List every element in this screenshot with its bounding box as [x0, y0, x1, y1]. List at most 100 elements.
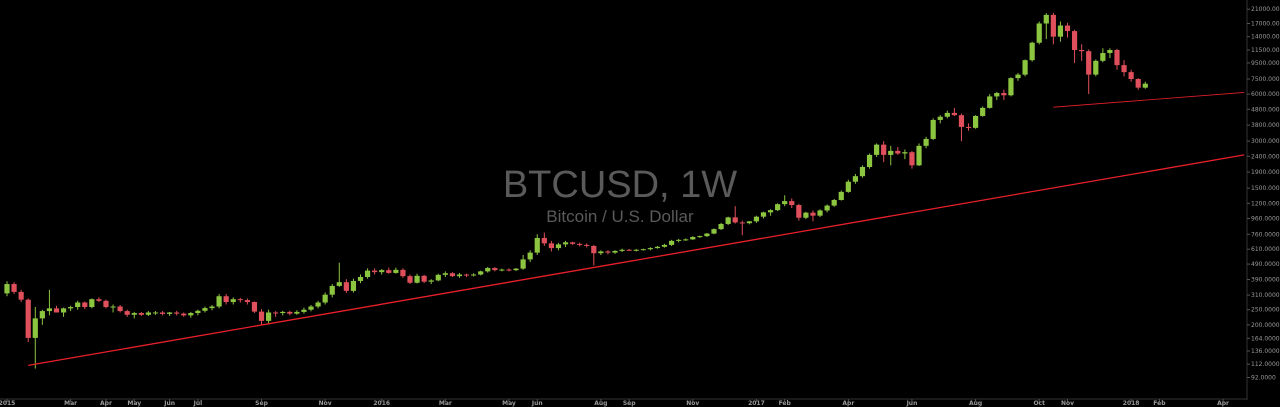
candle-body-up: [357, 276, 364, 281]
y-tick-label: 17000.0000: [1251, 20, 1280, 27]
candle-body-down: [1064, 25, 1071, 32]
candle: [294, 310, 300, 315]
candle: [972, 115, 979, 129]
candle-body-up: [216, 296, 222, 307]
candle: [1057, 21, 1064, 42]
candle: [53, 305, 60, 313]
candle: [803, 211, 809, 220]
candle: [364, 268, 371, 279]
candle: [251, 301, 258, 314]
candle-body-up: [89, 299, 95, 308]
price-axis[interactable]: 21000.0000 17000.0000 14000.0000 11500.0000…: [1247, 6, 1280, 382]
candle: [421, 274, 427, 284]
candle: [881, 141, 887, 163]
candle: [824, 204, 830, 213]
candle-body-down: [1079, 50, 1085, 52]
candle: [357, 274, 364, 284]
candle: [859, 165, 866, 178]
candle: [145, 311, 151, 316]
y-tick-label: 760.0000: [1251, 231, 1280, 238]
candle: [951, 107, 957, 116]
candle: [244, 298, 250, 305]
y-tick-label: 6000.0000: [1251, 91, 1280, 98]
y-tick-label: 164.0000: [1251, 335, 1280, 342]
x-tick-label: Nov: [686, 400, 699, 407]
candle-body-up: [364, 270, 371, 277]
candle: [965, 123, 972, 131]
candle: [548, 240, 554, 252]
candle-body-down: [909, 152, 915, 166]
candle-body-down: [25, 299, 31, 338]
candle-body-up: [718, 223, 724, 230]
candle-body-up: [944, 112, 950, 117]
candle: [767, 209, 774, 216]
candle: [25, 298, 31, 343]
y-tick-label: 1900.0000: [1251, 169, 1280, 176]
candle: [994, 91, 1000, 101]
candle-body-up: [393, 269, 399, 273]
candle-body-up: [60, 308, 67, 313]
candle: [449, 272, 456, 277]
candle: [499, 268, 505, 272]
candle: [1121, 60, 1127, 77]
candle: [888, 145, 894, 166]
candle-body-down: [421, 275, 427, 282]
candle: [315, 300, 321, 309]
candle-body-up: [987, 96, 993, 108]
candle-body-up: [916, 145, 922, 166]
candle-body-up: [145, 312, 151, 315]
candle: [407, 274, 413, 285]
candle-body-up: [379, 270, 385, 273]
candle: [110, 304, 116, 313]
candle-body-down: [591, 245, 597, 254]
candle-body-down: [881, 144, 887, 155]
candle-body-up: [39, 311, 45, 319]
x-tick-label: Apr: [842, 400, 854, 407]
x-tick-label: 2017: [748, 400, 765, 407]
candle-body-up: [852, 176, 858, 182]
candle-body-down: [1114, 50, 1120, 66]
candle-body-up: [280, 311, 286, 314]
trendlines-group[interactable]: [28, 92, 1245, 367]
candle: [1001, 89, 1007, 101]
candle-body-up: [499, 269, 505, 271]
candle-body-up: [1008, 78, 1014, 96]
candle-body-down: [1086, 51, 1092, 75]
candle-body-up: [520, 259, 526, 269]
candle-body-down: [174, 312, 180, 314]
candle-body-down: [796, 205, 802, 218]
candle: [209, 304, 215, 311]
candle-body-up: [937, 116, 943, 120]
secondary-trendline[interactable]: [1053, 92, 1245, 108]
x-tick-label: Jun: [906, 400, 918, 407]
y-tick-label: 92.0000: [1251, 375, 1276, 382]
x-tick-label: May: [127, 400, 141, 407]
candle-body-down: [965, 126, 972, 128]
support-trendline[interactable]: [28, 154, 1245, 367]
candle: [131, 311, 137, 319]
candle-body-up: [633, 249, 639, 251]
candle: [1071, 29, 1078, 63]
x-tick-label: Oct: [1033, 400, 1045, 407]
candle-body-up: [230, 299, 236, 303]
candle: [117, 304, 123, 313]
candle-body-down: [287, 311, 293, 314]
candle-body-up: [294, 311, 300, 314]
candle: [866, 153, 873, 169]
candle: [1008, 77, 1014, 97]
candle-body-down: [1071, 31, 1078, 51]
candle: [555, 242, 562, 251]
candle-body-down: [1135, 78, 1141, 88]
y-tick-label: 4800.0000: [1251, 106, 1280, 113]
candle: [647, 247, 653, 251]
candle: [704, 232, 710, 238]
time-axis[interactable]: 2015 Mar Apr May Jun Jul Sep Nov 2016 Mar May Jun Au…: [0, 399, 1229, 407]
x-tick-label: Jun: [163, 400, 175, 407]
y-tick-label: 7500.0000: [1251, 76, 1280, 83]
candle-body-up: [972, 115, 979, 128]
candle: [195, 309, 201, 316]
candle-body-down: [181, 313, 187, 316]
candle: [980, 106, 986, 117]
candle-body-up: [456, 274, 463, 277]
